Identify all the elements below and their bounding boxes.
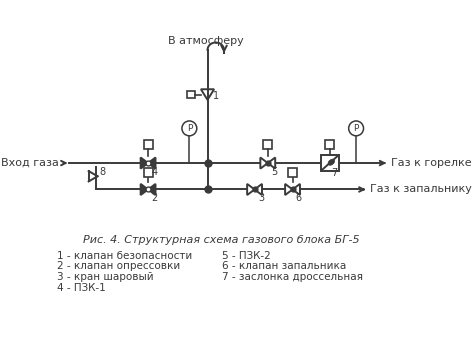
- Polygon shape: [141, 158, 148, 169]
- Text: P: P: [354, 124, 359, 133]
- Text: Вход газа: Вход газа: [1, 158, 59, 168]
- Bar: [325, 140, 334, 149]
- Bar: [144, 140, 153, 149]
- Text: 2: 2: [151, 193, 158, 203]
- Text: Газ к горелке: Газ к горелке: [391, 158, 472, 168]
- Bar: [263, 140, 273, 149]
- Text: 4: 4: [151, 166, 157, 176]
- Bar: [144, 168, 153, 178]
- Text: 3: 3: [258, 193, 264, 203]
- Polygon shape: [148, 158, 155, 169]
- Text: 5: 5: [271, 166, 277, 176]
- Text: Рис. 4. Структурная схема газового блока БГ-5: Рис. 4. Структурная схема газового блока…: [83, 235, 360, 245]
- Ellipse shape: [328, 159, 335, 165]
- Text: 1: 1: [212, 92, 219, 102]
- Text: P: P: [187, 124, 192, 133]
- Text: 6: 6: [296, 193, 302, 203]
- Text: В атмосферу: В атмосферу: [168, 36, 244, 46]
- Text: 1 - клапан безопасности: 1 - клапан безопасности: [57, 251, 192, 261]
- Text: 4 - ПЗК-1: 4 - ПЗК-1: [57, 283, 106, 293]
- Text: 6 - клапан запальника: 6 - клапан запальника: [222, 261, 346, 271]
- Text: 2 - клапан опрессовки: 2 - клапан опрессовки: [57, 261, 181, 271]
- Polygon shape: [141, 184, 148, 195]
- Text: 5 - ПЗК-2: 5 - ПЗК-2: [222, 251, 271, 261]
- Bar: [320, 155, 339, 171]
- Text: 7 - заслонка дроссельная: 7 - заслонка дроссельная: [222, 272, 364, 282]
- Bar: [187, 91, 195, 98]
- Polygon shape: [148, 184, 155, 195]
- Text: 7: 7: [331, 168, 337, 178]
- Text: 3 - кран шаровый: 3 - кран шаровый: [57, 272, 154, 282]
- Text: 8: 8: [100, 166, 106, 176]
- Text: Газ к запальнику: Газ к запальнику: [370, 185, 472, 195]
- Bar: [288, 168, 297, 178]
